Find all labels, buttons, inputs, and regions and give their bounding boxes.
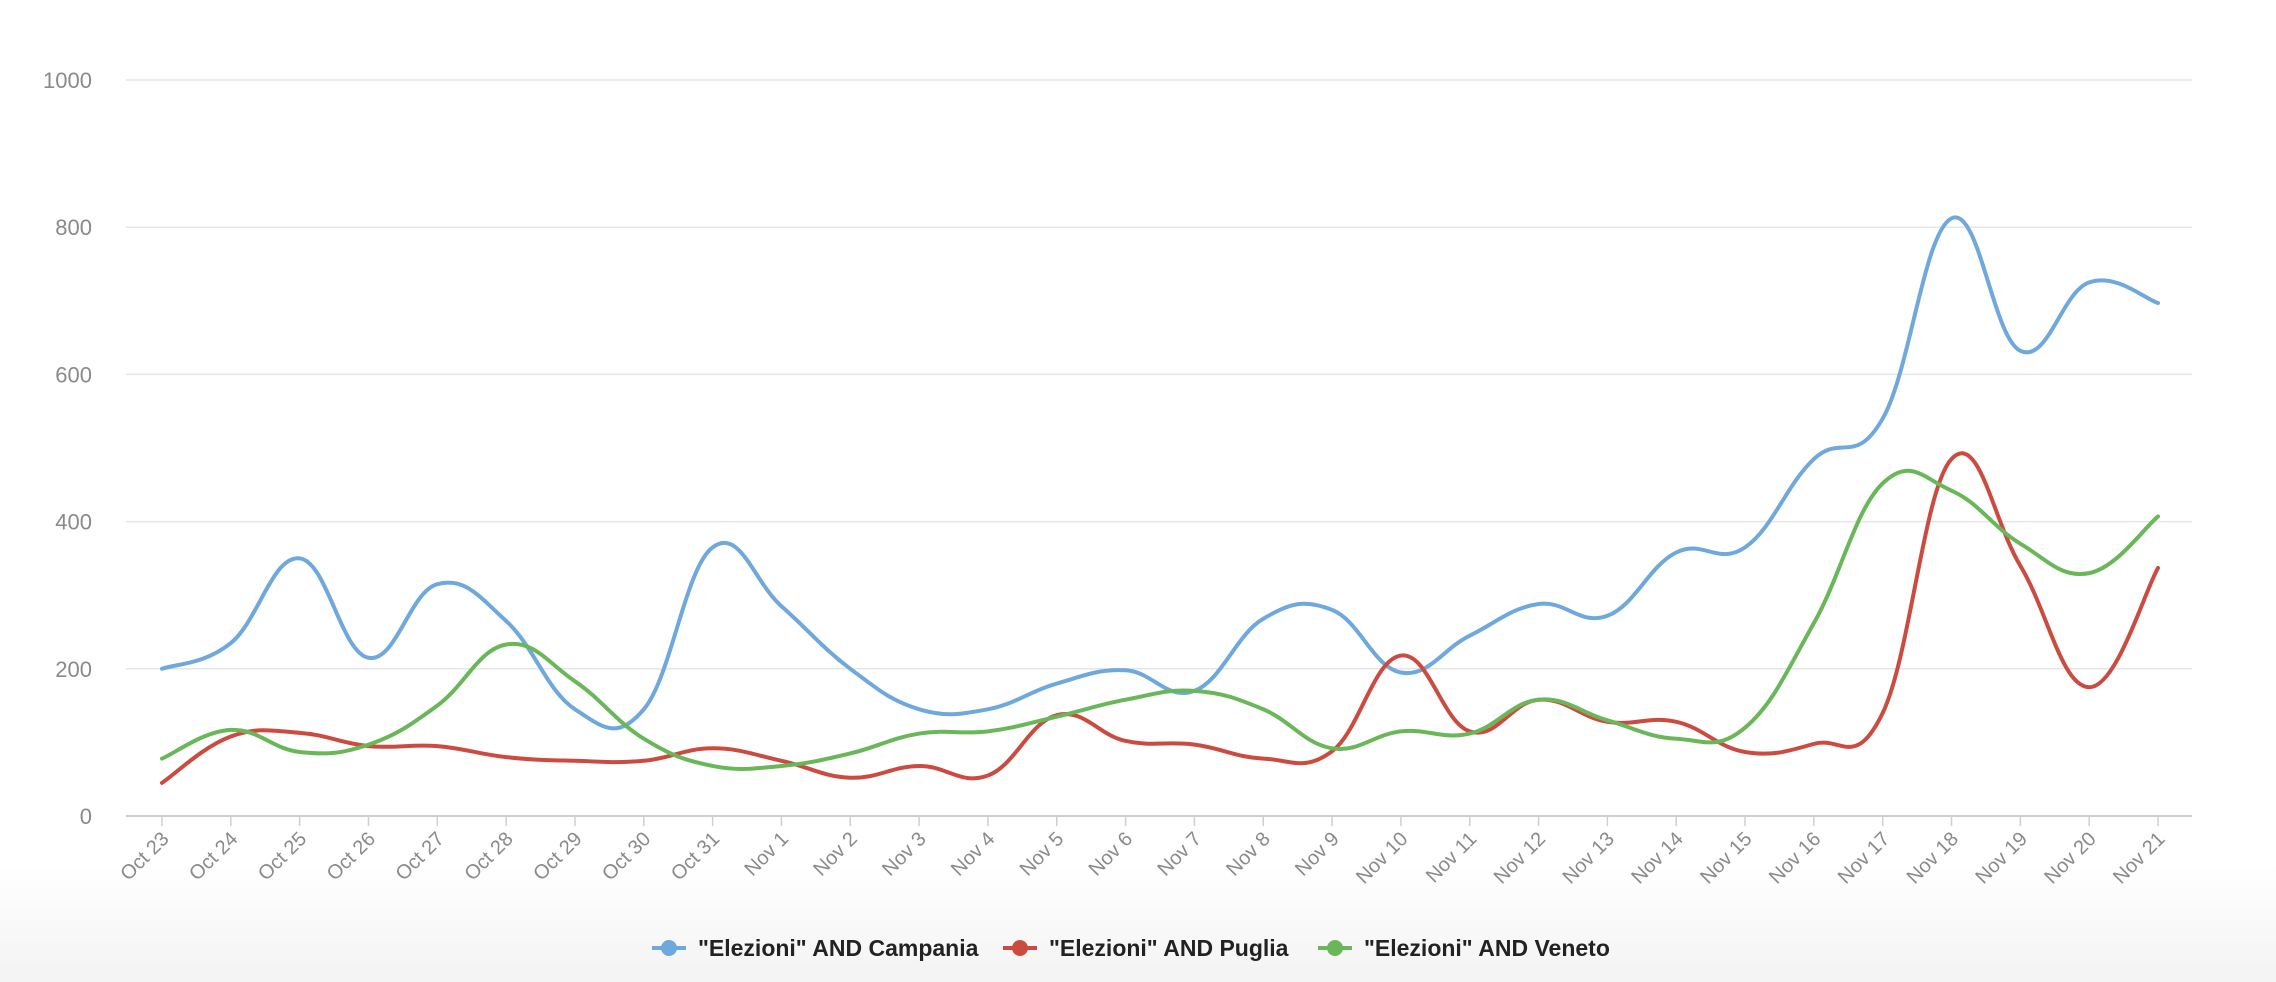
x-tick-label: Oct 28 (460, 828, 517, 885)
x-tick-label: Nov 15 (1696, 828, 1756, 888)
x-tick-label: Nov 16 (1765, 828, 1825, 888)
y-tick-label: 200 (55, 657, 92, 682)
legend-dot-marker (1327, 940, 1343, 956)
x-tick-label: Nov 19 (1972, 828, 2032, 888)
x-tick-label: Oct 23 (116, 828, 173, 885)
x-tick-label: Oct 24 (185, 828, 242, 885)
legend-item-1[interactable]: "Elezioni" AND Campania (652, 935, 979, 961)
series-line-3 (160, 468, 2160, 772)
y-axis: 0 200 400 600 800 1000 (43, 68, 92, 829)
series-lines (160, 215, 2160, 785)
x-axis: Oct 23 Oct 24 Oct 25 Oct 26 Oct 27 Oct 28 Oct … (116, 816, 2170, 888)
x-tick-label: Nov 7 (1153, 828, 1206, 881)
legend-label: "Elezioni" AND Puglia (1049, 935, 1289, 961)
legend-label: "Elezioni" AND Veneto (1364, 935, 1610, 961)
legend-item-3[interactable]: "Elezioni" AND Veneto (1318, 935, 1610, 961)
x-tick-label: Nov 8 (1222, 828, 1275, 881)
legend-dot-marker (661, 940, 677, 956)
x-tick-label: Nov 21 (2109, 828, 2169, 888)
x-tick-label: Nov 17 (1834, 828, 1894, 888)
x-tick-label: Nov 14 (1627, 828, 1687, 888)
x-tick-label: Nov 12 (1490, 828, 1550, 888)
x-tick-label: Oct 27 (392, 828, 449, 885)
x-tick-label: Nov 11 (1422, 828, 1481, 887)
y-tick-label: 600 (55, 362, 92, 387)
legend-dot-marker (1012, 940, 1028, 956)
legend[interactable]: "Elezioni" AND Campania "Elezioni" AND Pu… (652, 935, 1610, 961)
series-line-2 (160, 451, 2160, 785)
x-tick-label: Nov 2 (809, 828, 862, 881)
y-tick-label: 400 (55, 510, 92, 535)
y-tick-label: 800 (55, 215, 92, 240)
series-line-1 (160, 215, 2160, 731)
x-tick-label: Nov 13 (1559, 828, 1619, 888)
y-tick-label: 0 (80, 804, 92, 829)
x-tick-label: Nov 5 (1016, 828, 1069, 881)
x-tick-label: Nov 4 (947, 828, 1000, 881)
x-tick-label: Oct 31 (667, 828, 724, 885)
x-tick-label: Nov 18 (1903, 828, 1963, 888)
x-tick-label: Nov 6 (1085, 828, 1138, 881)
x-tick-label: Nov 20 (2040, 828, 2100, 888)
x-tick-label: Oct 29 (529, 828, 586, 885)
legend-label: "Elezioni" AND Campania (698, 935, 979, 961)
x-tick-label: Nov 1 (740, 828, 793, 881)
x-tick-label: Nov 9 (1291, 828, 1344, 881)
x-tick-label: Oct 25 (254, 828, 311, 885)
x-tick-label: Nov 3 (878, 828, 931, 881)
x-tick-label: Nov 10 (1352, 828, 1412, 888)
legend-item-2[interactable]: "Elezioni" AND Puglia (1003, 935, 1289, 961)
x-tick-label: Oct 26 (323, 828, 380, 885)
x-tick-label: Oct 30 (598, 828, 655, 885)
y-tick-label: 1000 (43, 68, 92, 93)
